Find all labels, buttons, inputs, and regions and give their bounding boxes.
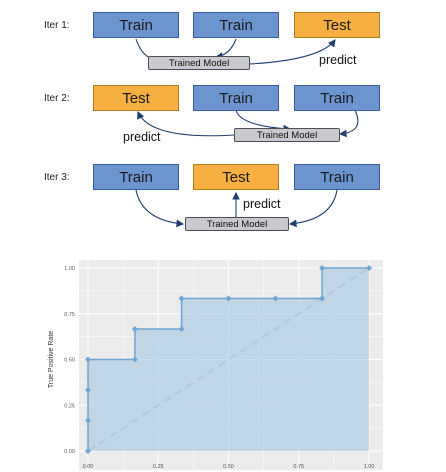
y-tick-label: 0.25 [64, 403, 75, 409]
y-tick-label: 1.00 [64, 266, 75, 272]
iter-2-predict-label: predict [123, 130, 161, 144]
roc-point-8 [225, 295, 232, 302]
iter-3-label: Iter 3: [44, 172, 70, 183]
roc-point-0 [85, 448, 91, 454]
x-tick-label: 0.00 [83, 464, 94, 470]
iter-1-box-2: Train [193, 12, 279, 38]
roc-chart: 0.00 0.25 0.50 0.75 1.00 0.00 0.25 0.50 0.75 1.00… [48, 260, 383, 470]
iter-1-box-1: Train [93, 12, 179, 38]
arrow-iter3-train2-to-model [288, 189, 338, 228]
roc-point-4 [131, 356, 138, 363]
iter-3-trained-model: Trained Model [185, 217, 289, 231]
y-tick-label: 0.75 [64, 312, 75, 318]
iter-3-predict-label: predict [243, 197, 281, 211]
roc-point-3 [85, 356, 91, 363]
roc-point-2 [85, 387, 91, 394]
iter-2-box-1: Test [93, 85, 179, 111]
roc-points [85, 265, 372, 454]
iter-2-box-2: Train [193, 85, 279, 111]
roc-point-12 [366, 265, 372, 271]
iter-3-box-2: Test [193, 164, 279, 190]
axis-ticks: 0.00 0.25 0.50 0.75 1.00 0.00 0.25 0.50 0.75 1.00 [64, 266, 374, 470]
roc-area-fill [88, 268, 369, 451]
iter-1-predict-label: predict [319, 53, 357, 67]
x-tick-label: 0.75 [293, 464, 304, 470]
roc-point-9 [272, 295, 279, 302]
iter-2-trained-model: Trained Model [234, 128, 340, 142]
roc-point-1 [85, 417, 91, 424]
roc-point-11 [319, 265, 326, 271]
arrow-iter2-train1-to-model [235, 109, 292, 133]
iter-3-box-1: Train [93, 164, 179, 190]
arrow-iter1-train2-to-model [214, 38, 237, 60]
roc-point-7 [178, 295, 185, 302]
iter-1-label: Iter 1: [44, 20, 70, 31]
y-tick-label: 0.00 [64, 449, 75, 455]
iter-3-box-3: Train [294, 164, 380, 190]
x-tick-label: 0.50 [223, 464, 234, 470]
x-tick-label: 0.25 [153, 464, 164, 470]
iter-2-label: Iter 2: [44, 93, 70, 104]
y-axis-label: True Positive Rate [48, 331, 55, 388]
diagram-arrows [135, 38, 359, 228]
iter-1-trained-model: Trained Model [148, 56, 250, 70]
x-tick-label: 1.00 [364, 464, 375, 470]
arrow-iter2-model-to-test [137, 110, 235, 137]
roc-point-5 [131, 325, 138, 332]
roc-point-6 [178, 325, 185, 332]
iter-1-box-3: Test [294, 12, 380, 38]
arrow-iter1-model-to-test [249, 39, 336, 65]
arrow-iter3-train1-to-model [135, 189, 185, 228]
roc-point-10 [319, 295, 326, 302]
iter-2-box-3: Train [294, 85, 380, 111]
arrow-iter2-train2-to-model [338, 109, 359, 138]
y-tick-label: 0.50 [64, 358, 75, 364]
